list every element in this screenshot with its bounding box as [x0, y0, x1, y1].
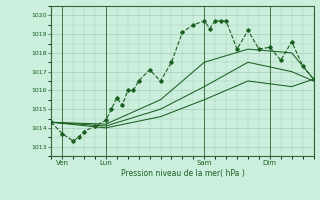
X-axis label: Pression niveau de la mer( hPa ): Pression niveau de la mer( hPa ) [121, 169, 244, 178]
